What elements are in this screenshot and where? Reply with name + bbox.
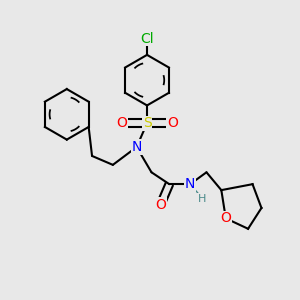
Text: O: O xyxy=(116,116,127,130)
Text: O: O xyxy=(155,198,166,212)
Text: O: O xyxy=(220,212,231,225)
Text: N: N xyxy=(131,140,142,154)
Text: S: S xyxy=(143,116,152,130)
Text: H: H xyxy=(198,194,206,204)
Text: N: N xyxy=(185,177,195,191)
Text: O: O xyxy=(167,116,178,130)
Text: Cl: Cl xyxy=(140,32,154,46)
